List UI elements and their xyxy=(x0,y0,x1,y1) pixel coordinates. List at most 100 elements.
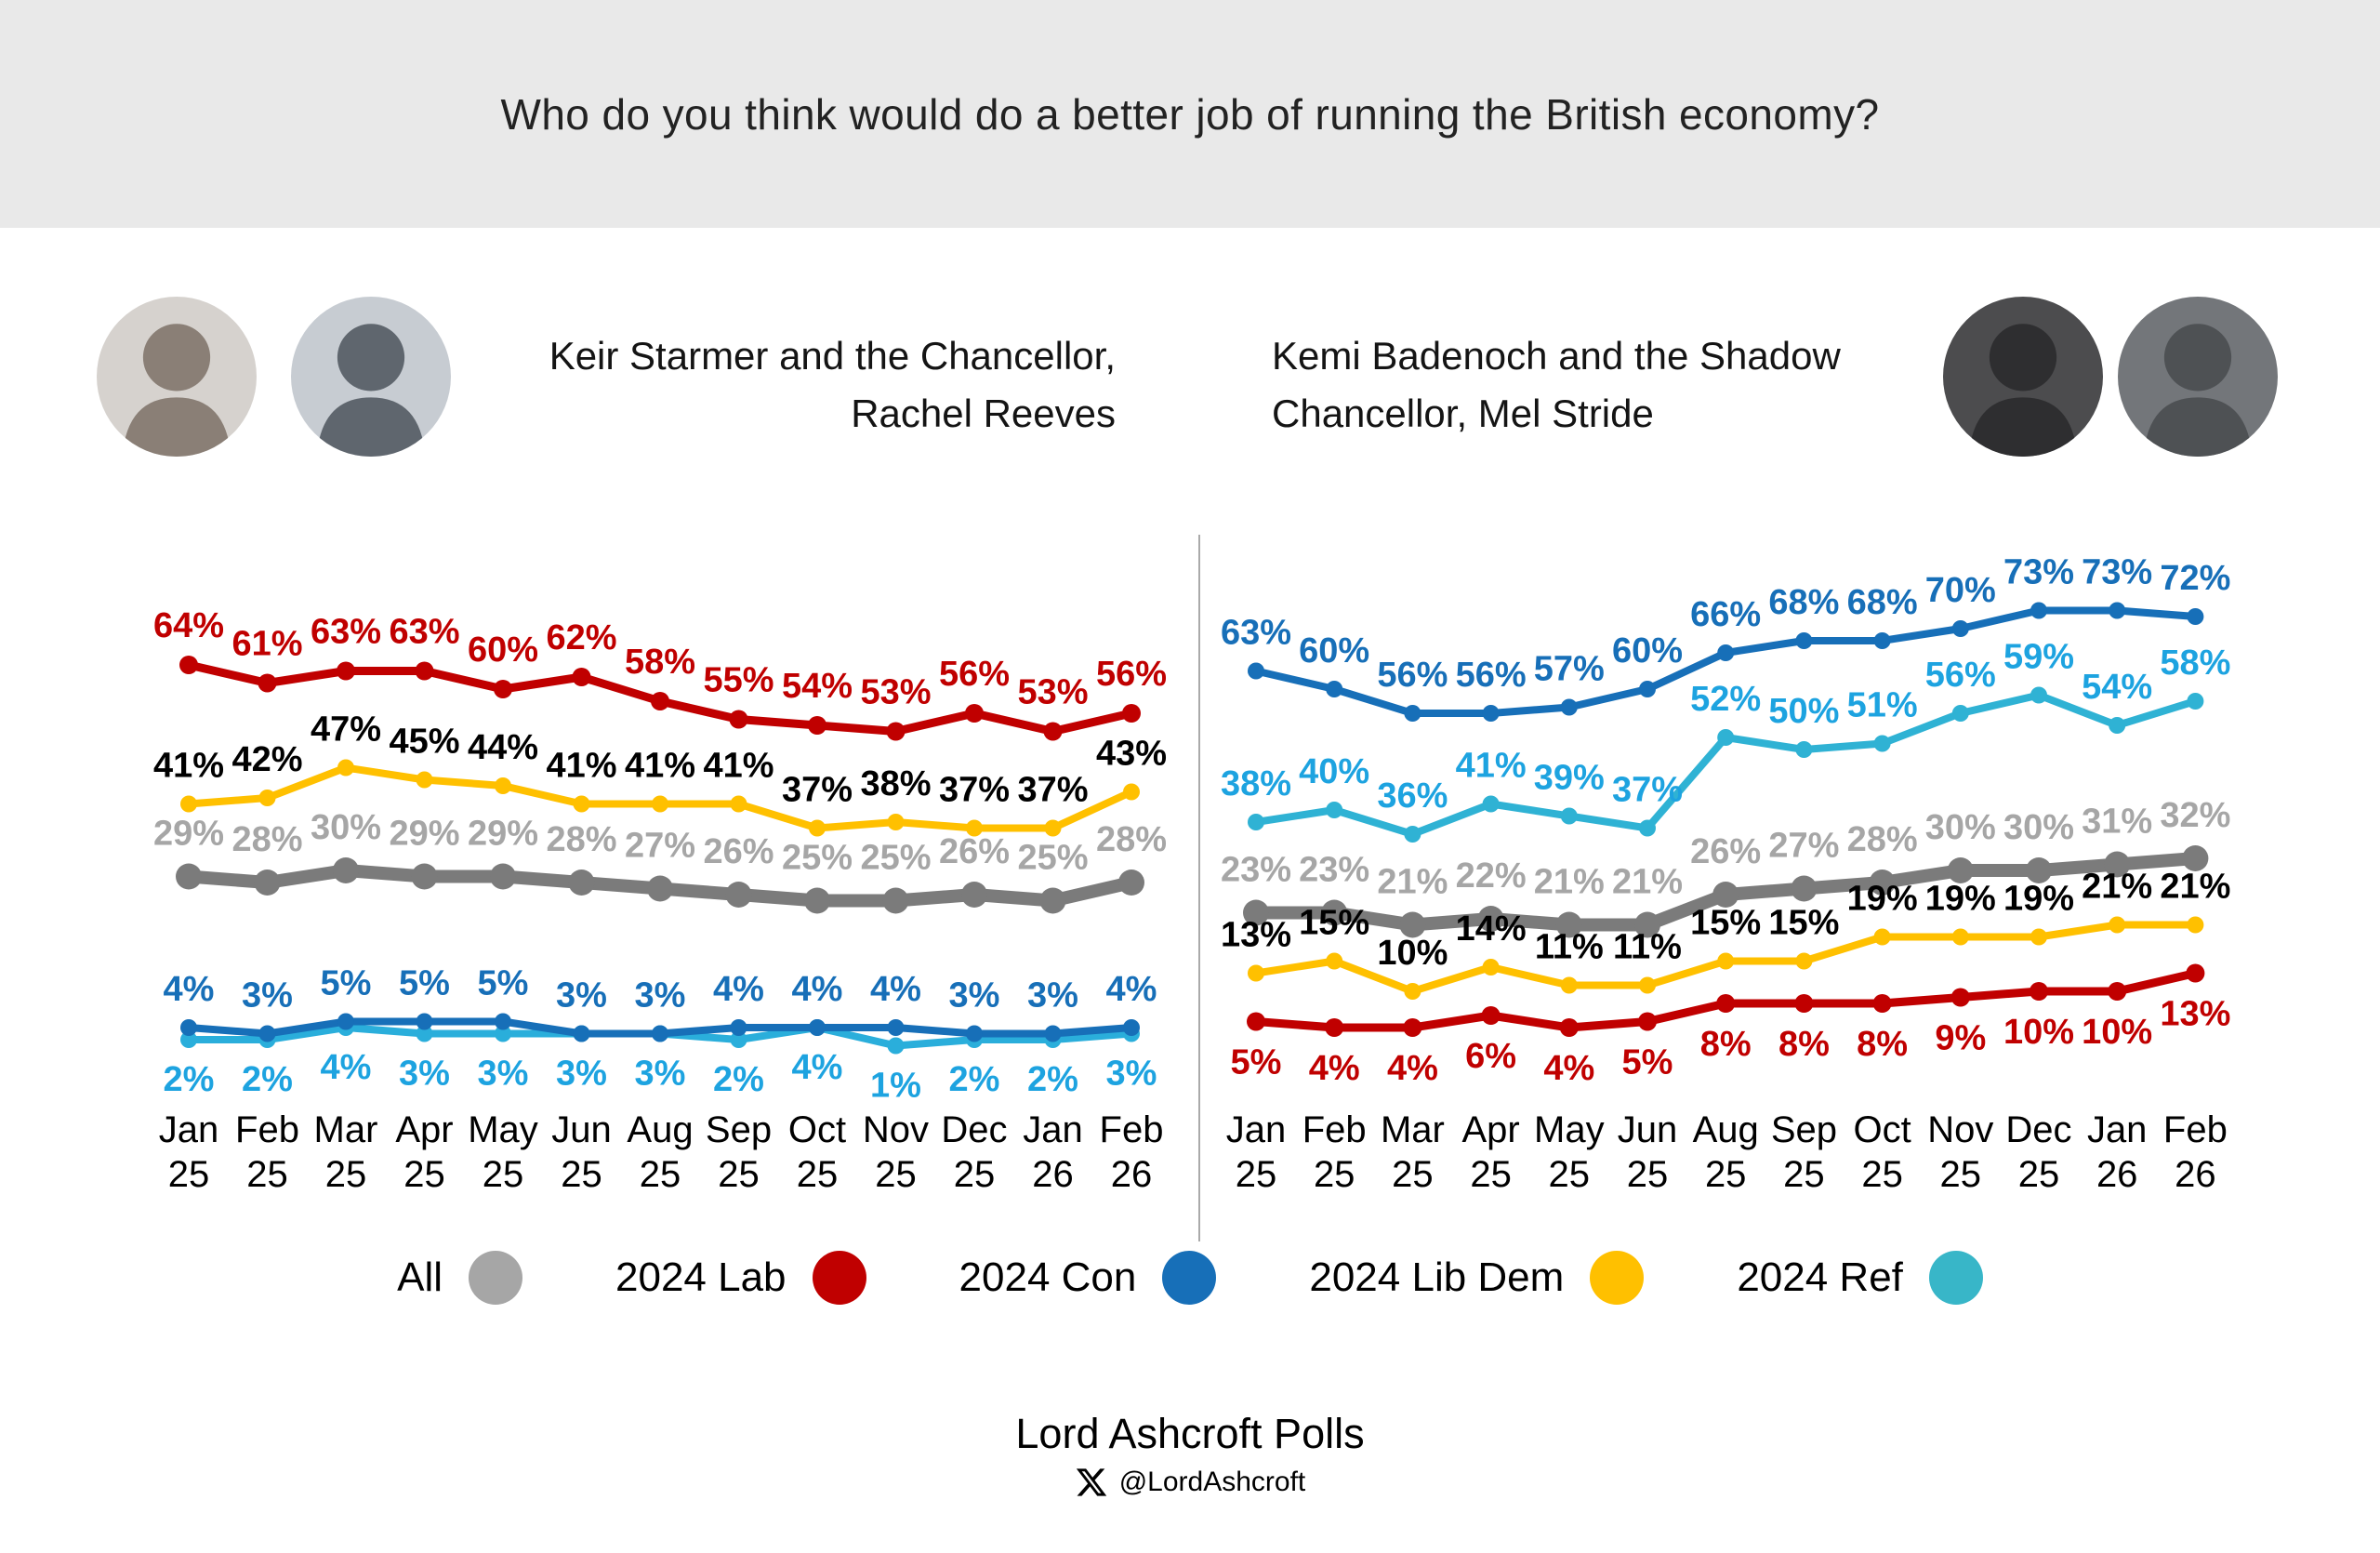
x-axis-year-label: 25 xyxy=(1705,1154,1747,1195)
data-point-2024-ref xyxy=(180,1031,197,1048)
data-point-2024-lab xyxy=(886,722,906,741)
data-point-label-2024-ref: 3% xyxy=(399,1055,450,1094)
data-point-label-2024-ref: 54% xyxy=(2082,668,2152,707)
data-point-2024-con xyxy=(258,1025,276,1042)
data-point-label-2024-lib-dem: 19% xyxy=(1847,880,1918,919)
legend-swatch-all xyxy=(469,1251,522,1305)
avatar-rachel-reeves xyxy=(97,297,257,457)
data-point-label-2024-lib-dem: 13% xyxy=(1221,916,1291,955)
data-point-label-2024-lab: 56% xyxy=(939,655,1010,694)
data-point-2024-con xyxy=(337,1013,354,1030)
x-axis-year-label: 26 xyxy=(1032,1154,1074,1195)
data-point-label-2024-con: 60% xyxy=(1612,631,1683,670)
data-point-label-all: 28% xyxy=(1847,820,1918,859)
data-point-2024-con xyxy=(1123,1019,1140,1036)
x-axis-month-label: Jan xyxy=(1023,1109,1083,1150)
data-point-2024-lab xyxy=(179,656,198,674)
data-point-2024-lib-dem xyxy=(887,814,905,830)
data-point-label-2024-lab: 63% xyxy=(311,613,381,652)
data-point-label-2024-ref: 2% xyxy=(713,1060,764,1099)
right-panel-subtitle: Kemi Badenoch and the Shadow Chancellor,… xyxy=(1272,327,1841,443)
data-point-label-all: 23% xyxy=(1299,851,1369,890)
x-axis-year-label: 25 xyxy=(1314,1154,1355,1195)
data-point-2024-lab xyxy=(1950,988,1970,1007)
data-point-all xyxy=(176,863,202,890)
data-point-label-2024-lib-dem: 11% xyxy=(1613,928,1682,967)
data-point-2024-ref xyxy=(1951,705,1969,722)
data-point-all xyxy=(2104,851,2131,878)
data-point-label-2024-con: 66% xyxy=(1690,595,1761,634)
data-point-2024-lib-dem xyxy=(2030,928,2047,946)
x-axis-month-label: Apr xyxy=(1461,1109,1519,1150)
x-axis-year-label: 25 xyxy=(718,1154,760,1195)
data-point-label-2024-con: 3% xyxy=(635,976,686,1015)
x-axis-month-label: Apr xyxy=(395,1109,453,1150)
data-point-label-2024-ref: 41% xyxy=(1456,747,1527,786)
data-point-label-2024-con: 63% xyxy=(1221,614,1291,653)
person-silhouette-icon xyxy=(2143,324,2253,457)
data-point-2024-lab xyxy=(1638,1012,1657,1031)
data-point-all xyxy=(1399,911,1426,938)
x-axis-month-label: Jun xyxy=(551,1109,612,1150)
legend-swatch-2024-ref xyxy=(1928,1251,1983,1305)
data-point-label-2024-lab: 10% xyxy=(2082,1013,2152,1052)
data-point-label-2024-lab: 53% xyxy=(1017,673,1088,712)
x-axis-year-label: 26 xyxy=(2096,1154,2138,1195)
x-axis-year-label: 25 xyxy=(246,1154,288,1195)
data-point-2024-lib-dem xyxy=(337,759,354,776)
data-point-label-all: 31% xyxy=(2082,803,2152,842)
data-point-label-2024-con: 56% xyxy=(1377,656,1448,695)
x-axis-year-label: 25 xyxy=(403,1154,445,1195)
data-point-label-2024-lib-dem: 47% xyxy=(311,710,381,750)
legend-label: 2024 Lab xyxy=(615,1254,787,1300)
data-point-label-2024-ref: 1% xyxy=(870,1067,921,1106)
data-point-2024-lab xyxy=(1325,1018,1344,1037)
data-point-2024-ref xyxy=(416,1025,433,1042)
data-point-label-all: 21% xyxy=(1377,863,1448,902)
x-axis-year-label: 25 xyxy=(1470,1154,1512,1195)
data-point-2024-lib-dem xyxy=(1123,783,1140,801)
data-point-2024-lib-dem xyxy=(1951,928,1969,946)
page-title: Who do you think would do a better job o… xyxy=(500,89,1880,139)
data-point-2024-lib-dem xyxy=(966,819,983,837)
data-point-label-2024-lib-dem: 41% xyxy=(625,747,695,786)
data-point-label-2024-lab: 61% xyxy=(231,625,302,664)
data-point-label-all: 32% xyxy=(2160,796,2230,835)
x-axis-year-label: 25 xyxy=(2018,1154,2060,1195)
data-point-all xyxy=(568,869,595,896)
avatar-kemi-badenoch xyxy=(1943,297,2103,457)
data-point-label-all: 26% xyxy=(939,832,1010,871)
data-point-2024-con xyxy=(2187,608,2204,625)
x-axis-month-label: Feb xyxy=(2163,1109,2228,1150)
data-point-2024-ref xyxy=(1639,819,1656,837)
data-point-label-2024-lib-dem: 10% xyxy=(1377,934,1448,973)
data-point-label-2024-lib-dem: 15% xyxy=(1299,904,1369,943)
data-point-label-2024-con: 4% xyxy=(164,970,215,1009)
data-point-2024-lab xyxy=(2030,982,2048,1001)
data-point-all xyxy=(804,887,830,914)
data-point-all xyxy=(1118,869,1144,896)
x-axis-month-label: Dec xyxy=(941,1109,1007,1150)
data-point-label-2024-con: 73% xyxy=(2082,553,2152,592)
data-point-2024-lab xyxy=(1794,994,1814,1013)
right-subtitle-line1: Kemi Badenoch and the Shadow xyxy=(1272,334,1841,378)
data-point-2024-con xyxy=(1795,632,1813,649)
data-point-label-2024-lib-dem: 38% xyxy=(860,764,931,803)
data-point-2024-lib-dem xyxy=(652,795,668,813)
data-point-2024-lab xyxy=(808,716,826,735)
data-point-label-all: 25% xyxy=(1017,839,1088,878)
data-point-all xyxy=(1791,875,1818,902)
data-point-label-2024-lab: 13% xyxy=(2160,995,2230,1034)
data-point-label-2024-lab: 5% xyxy=(1231,1043,1282,1082)
data-point-label-2024-lib-dem: 11% xyxy=(1535,928,1604,967)
data-point-label-all: 25% xyxy=(782,839,853,878)
data-point-2024-con xyxy=(1044,1025,1062,1042)
data-point-label-2024-con: 5% xyxy=(478,964,529,1003)
data-point-label-2024-lib-dem: 15% xyxy=(1690,904,1761,943)
data-point-2024-ref xyxy=(1873,735,1891,752)
legend-label: 2024 Lib Dem xyxy=(1309,1254,1565,1300)
x-axis-month-label: Jan xyxy=(2087,1109,2148,1150)
x-axis-year-label: 25 xyxy=(561,1154,602,1195)
left-subtitle-line2: Rachel Reeves xyxy=(851,392,1116,435)
x-axis-month-label: Sep xyxy=(1771,1109,1837,1150)
